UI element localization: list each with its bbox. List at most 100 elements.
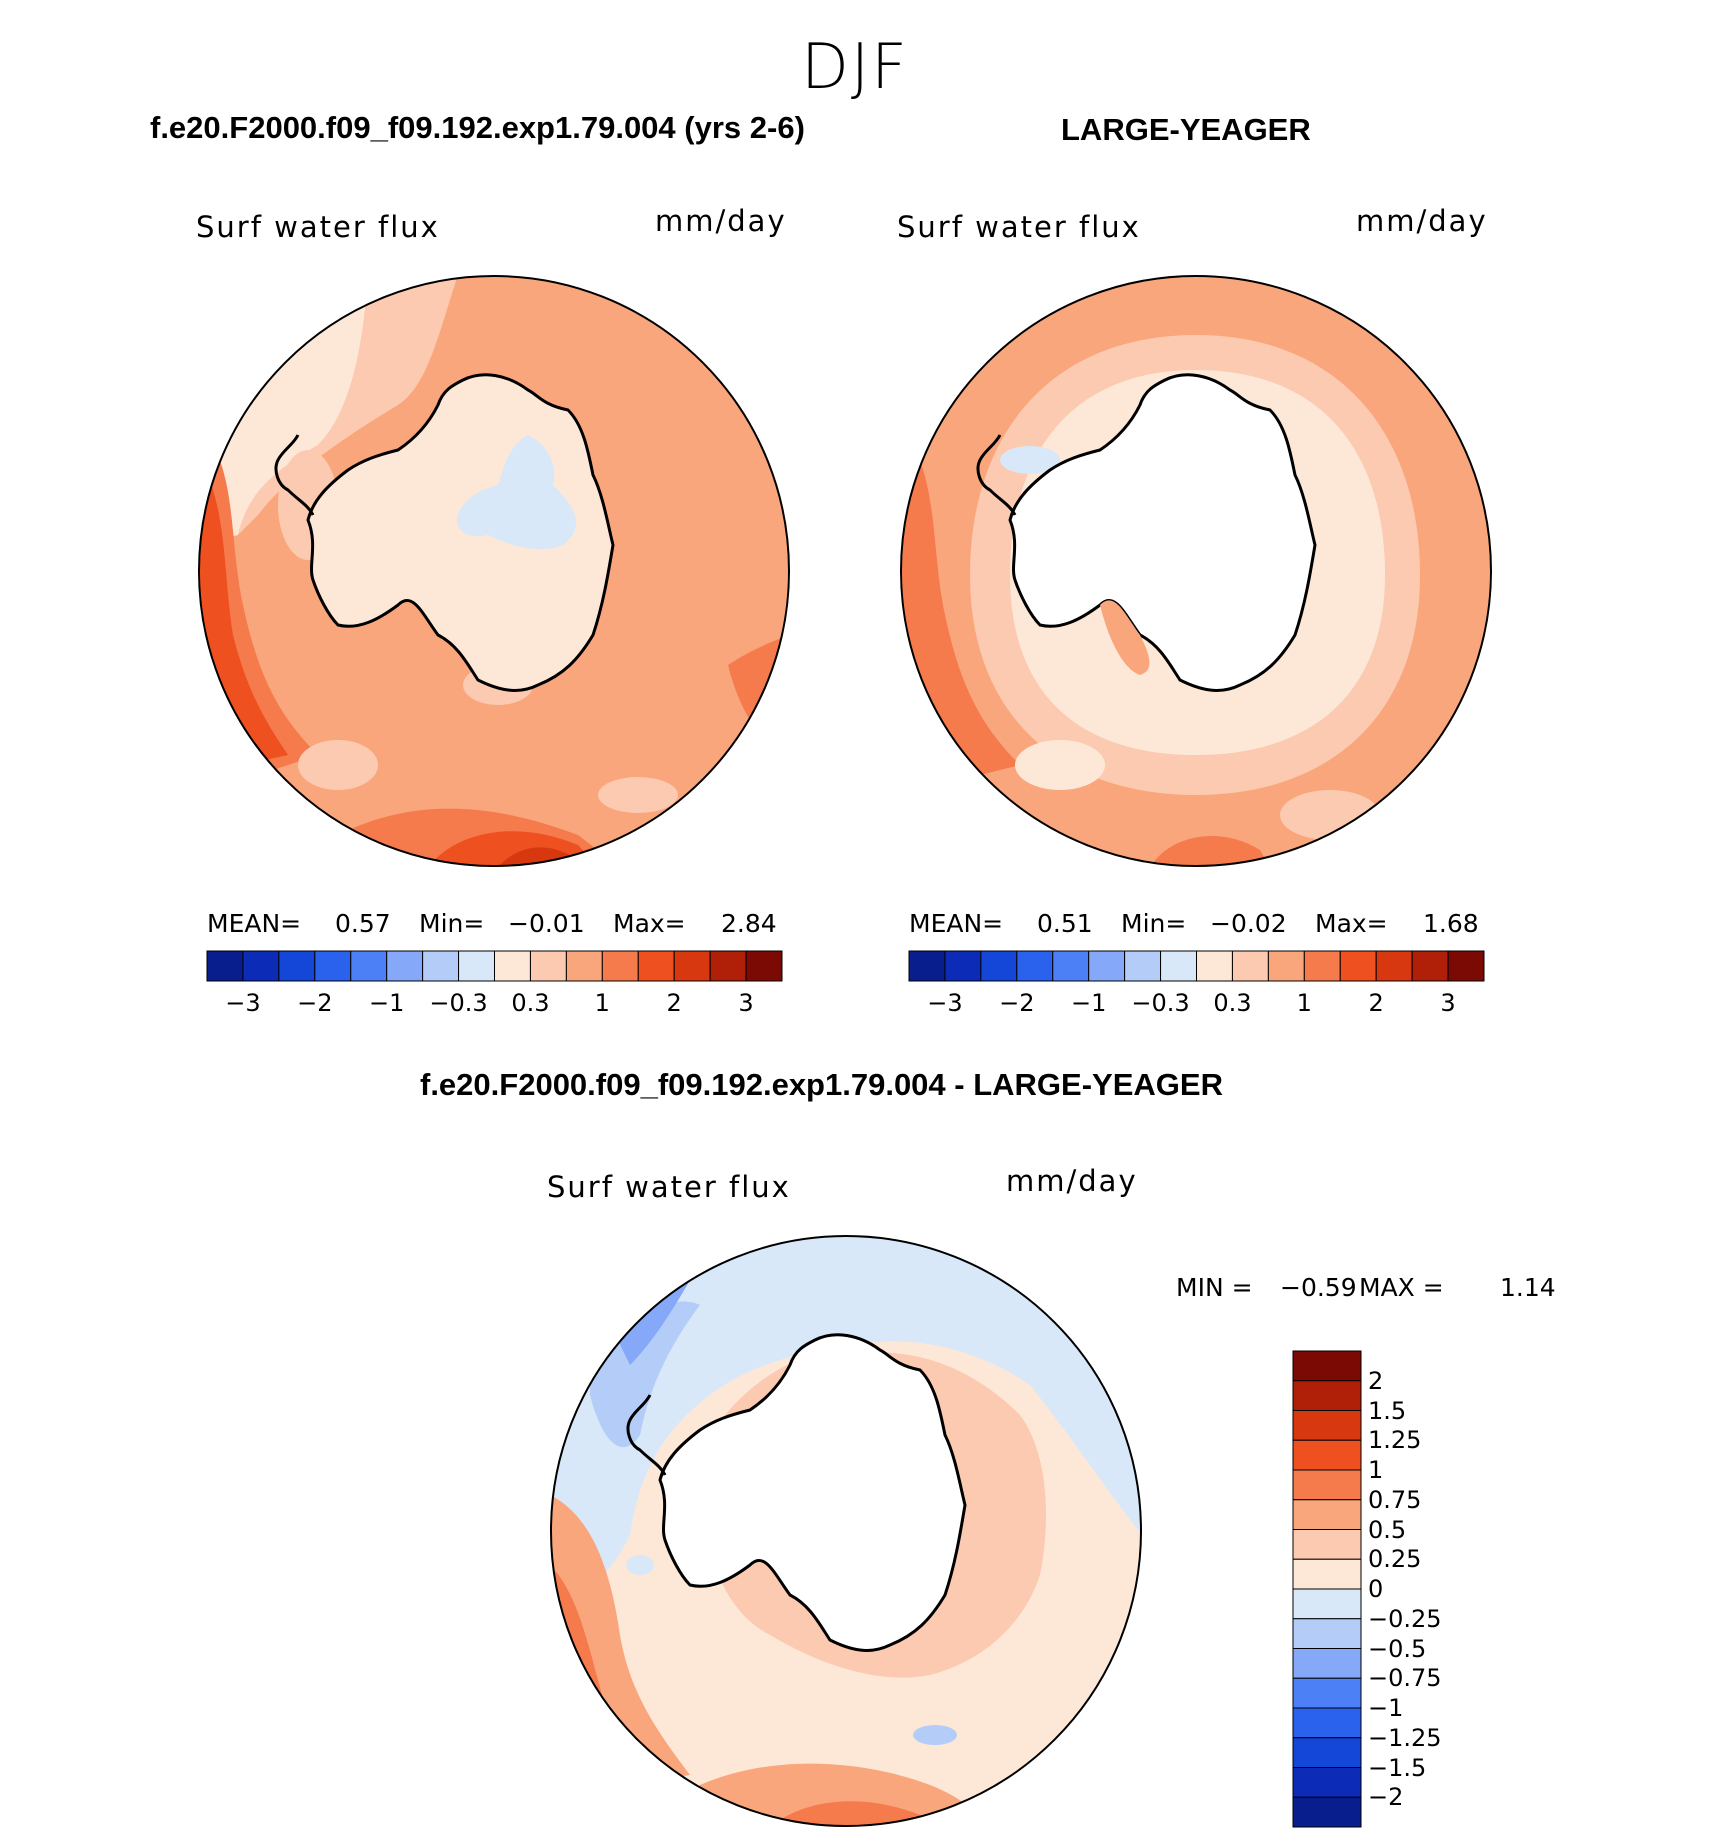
- colorbar-swatch: [1292, 1767, 1362, 1798]
- colorbar-tick-label: 0.5: [1368, 1515, 1407, 1544]
- left-variable-label: Surf water flux: [196, 210, 440, 244]
- colorbar-swatch: [1292, 1410, 1362, 1441]
- colorbar-swatch: [980, 950, 1018, 982]
- colorbar-swatch: [494, 950, 531, 982]
- colorbar-swatch: [1292, 1588, 1362, 1620]
- colorbar-tick-label: −1.25: [1368, 1723, 1442, 1752]
- right-min-value: −0.02: [1210, 909, 1287, 938]
- colorbar-swatch: [1292, 1439, 1362, 1471]
- colorbar-swatch: [1375, 950, 1413, 982]
- diff-case-title: f.e20.F2000.f09_f09.192.exp1.79.004 - LA…: [420, 1067, 1223, 1102]
- diff-min-value: −0.59: [1280, 1273, 1357, 1302]
- colorbar-swatch: [1292, 1648, 1362, 1679]
- colorbar-tick-label: −2: [999, 989, 1035, 1017]
- interior-negative-region: [457, 435, 577, 550]
- colorbar-tick-label: −1: [1070, 989, 1107, 1017]
- colorbar-swatch: [1292, 1350, 1362, 1382]
- colorbar-tick-label: 0: [1368, 1575, 1384, 1603]
- colorbar-swatch: [314, 950, 352, 982]
- colorbar-swatch: [908, 950, 946, 982]
- colorbar-tick-label: −1.5: [1368, 1753, 1427, 1782]
- colorbar-swatch: [206, 950, 244, 982]
- field-strong-south: [770, 1801, 930, 1826]
- colorbar-tick-label: 1: [594, 989, 610, 1017]
- left-polar-map: [198, 275, 790, 867]
- colorbar-swatch: [242, 950, 280, 982]
- colorbar-tick-label: 0.3: [511, 989, 550, 1017]
- colorbar-swatch: [565, 950, 603, 982]
- antarctica-coastline: [658, 1333, 967, 1652]
- colorbar-tick-label: 0.3: [1213, 989, 1252, 1017]
- field-negative-north: [551, 1236, 1141, 1595]
- colorbar-swatch: [1303, 950, 1341, 982]
- colorbar-swatch: [422, 950, 460, 982]
- left-min-label: Min=: [419, 909, 485, 938]
- field-negative-patch: [913, 1725, 957, 1745]
- left-min-value: −0.01: [508, 909, 585, 938]
- colorbar-tick-label: −1: [1368, 1694, 1404, 1722]
- peninsula-coastline: [626, 1394, 667, 1476]
- map-boundary: [198, 275, 790, 867]
- right-colorbar: [908, 950, 1485, 982]
- colorbar-swatch: [1016, 950, 1054, 982]
- peninsula-coastline: [274, 434, 315, 516]
- right-min-label: Min=: [1121, 909, 1187, 938]
- diff-variable-label: Surf water flux: [547, 1170, 791, 1204]
- colorbar-swatch: [1196, 950, 1233, 982]
- field-light-patch: [298, 740, 378, 790]
- colorbar-swatch: [1292, 1737, 1362, 1768]
- field-negative-patch: [1000, 446, 1060, 474]
- colorbar-swatch: [1292, 1677, 1362, 1709]
- colorbar-swatch: [1339, 950, 1377, 982]
- colorbar-swatch: [1292, 1469, 1362, 1501]
- colorbar-swatch: [1231, 950, 1269, 982]
- right-polar-map: [900, 275, 1492, 867]
- antarctica-coastline: [1008, 373, 1317, 692]
- colorbar-swatch: [1292, 1796, 1362, 1828]
- colorbar-swatch: [1160, 950, 1197, 982]
- diff-max-label: MAX =: [1359, 1273, 1444, 1302]
- diff-max-value: 1.14: [1500, 1273, 1556, 1302]
- diff-min-label: MIN =: [1176, 1273, 1253, 1302]
- colorbar-swatch: [386, 950, 424, 982]
- map-boundary: [900, 275, 1492, 867]
- right-mean-value: 0.51: [1037, 909, 1093, 938]
- left-mean-label: MEAN=: [207, 909, 302, 938]
- colorbar-swatch: [1447, 950, 1485, 982]
- colorbar-tick-label: 0.75: [1368, 1485, 1422, 1514]
- colorbar-tick-label: −2: [297, 989, 333, 1017]
- colorbar-tick-label: −0.3: [1131, 989, 1190, 1017]
- colorbar-swatch: [944, 950, 982, 982]
- colorbar-swatch: [709, 950, 747, 982]
- colorbar-swatch: [1292, 1618, 1362, 1649]
- colorbar-swatch: [1088, 950, 1126, 982]
- colorbar-tick-label: −0.5: [1368, 1634, 1427, 1663]
- colorbar-swatch: [673, 950, 711, 982]
- diff-polar-map: [550, 1235, 1142, 1827]
- colorbar-swatch: [1292, 1558, 1362, 1590]
- colorbar-swatch: [1292, 1707, 1362, 1739]
- field-pale-patch: [1015, 740, 1105, 790]
- colorbar-swatch: [529, 950, 567, 982]
- colorbar-swatch: [1411, 950, 1449, 982]
- colorbar-tick-label: 2: [1368, 1366, 1384, 1395]
- colorbar-tick-label: 3: [738, 989, 754, 1017]
- season-title: DJF: [801, 30, 909, 103]
- colorbar-tick-label: 2: [1368, 989, 1384, 1017]
- colorbar-swatch: [1267, 950, 1305, 982]
- colorbar-swatch: [458, 950, 495, 982]
- colorbar-tick-label: 3: [1440, 989, 1456, 1017]
- right-max-label: Max=: [1315, 909, 1388, 938]
- colorbar-swatch: [278, 950, 316, 982]
- left-max-label: Max=: [613, 909, 686, 938]
- colorbar-tick-label: 1: [1296, 989, 1312, 1017]
- colorbar-tick-label: 1: [1368, 1456, 1384, 1484]
- colorbar-tick-label: −3: [927, 989, 963, 1017]
- left-mean-value: 0.57: [335, 909, 391, 938]
- colorbar-tick-label: 1.5: [1368, 1396, 1407, 1425]
- map-boundary: [550, 1235, 1142, 1827]
- right-units-label: mm/day: [1356, 204, 1488, 238]
- colorbar-swatch: [1292, 1380, 1362, 1411]
- colorbar-swatch: [637, 950, 675, 982]
- colorbar-swatch: [1124, 950, 1162, 982]
